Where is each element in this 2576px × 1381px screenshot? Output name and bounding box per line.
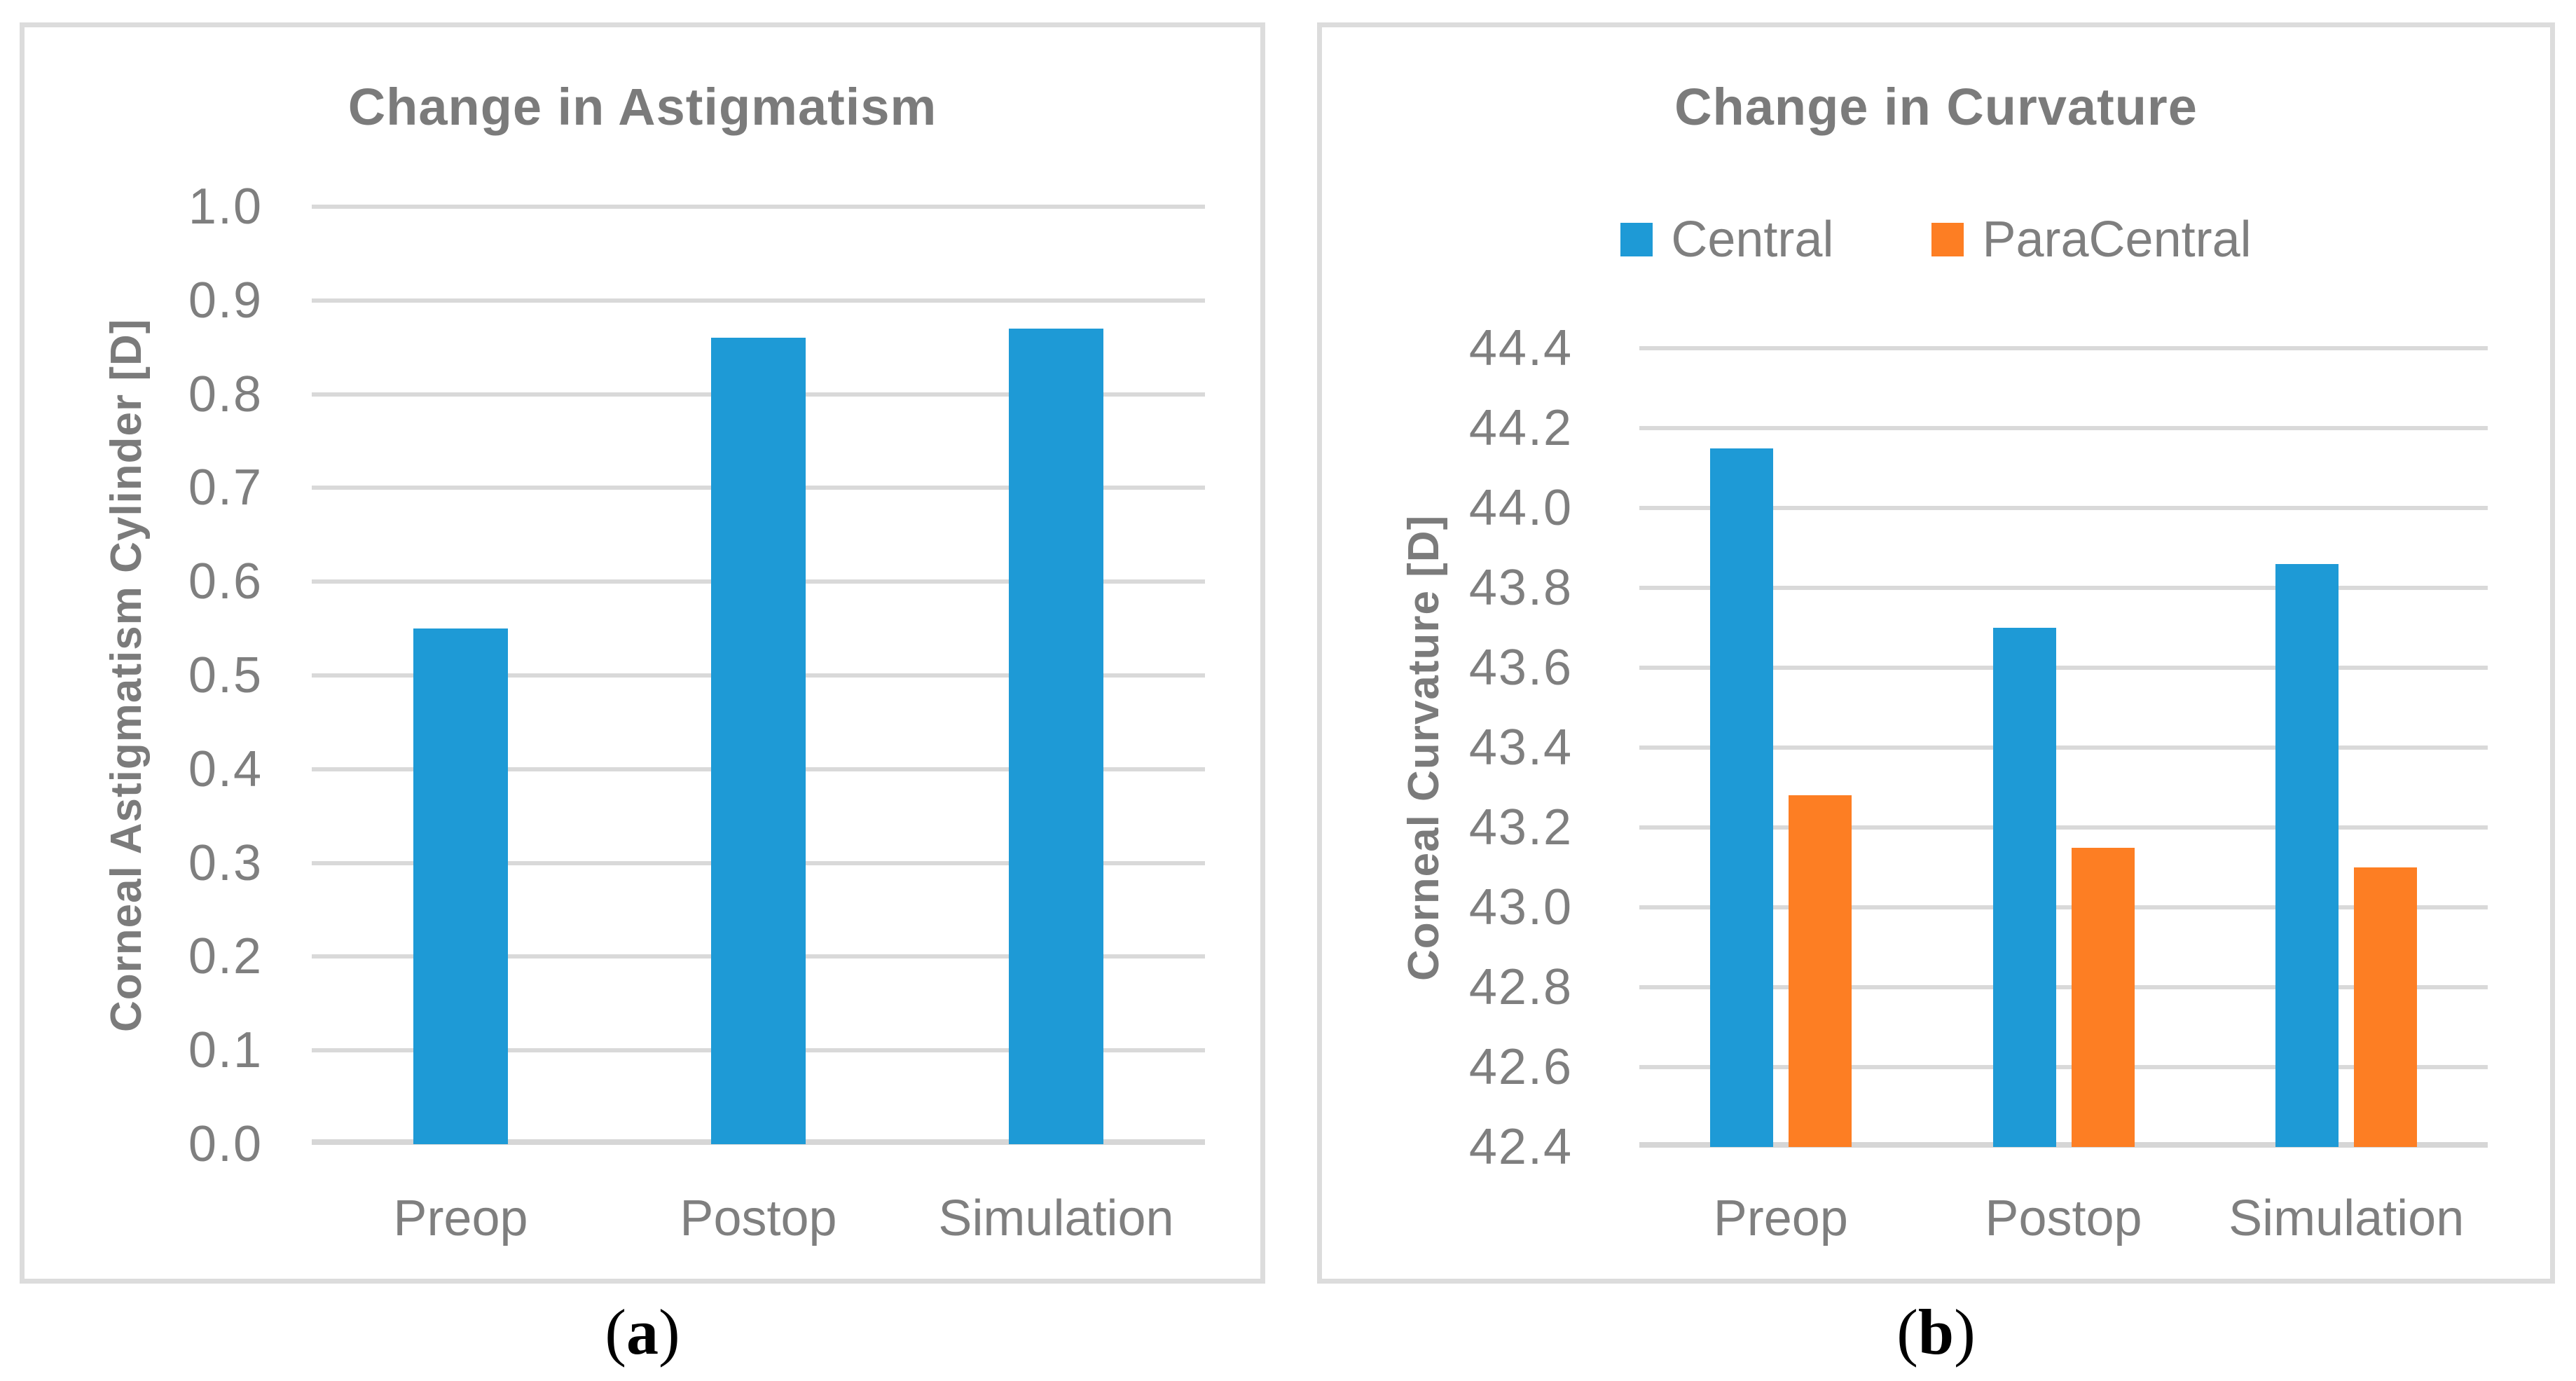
gridline	[1639, 825, 2488, 830]
x-tick-label-Preop: Preop	[1713, 1190, 1848, 1246]
caption-paren: )	[1954, 1296, 1976, 1368]
y-tick-label: 0.8	[188, 366, 263, 422]
gridline	[312, 298, 1205, 303]
y-tick-label: 0.9	[188, 272, 263, 329]
x-tick-label-Simulation: Simulation	[938, 1190, 1174, 1246]
legend-swatch-icon	[1931, 223, 1964, 256]
y-tick-label: 0.7	[188, 460, 263, 516]
y-tick-label: 0.1	[188, 1022, 263, 1079]
gridline	[1639, 426, 2488, 430]
caption-paren: (	[605, 1296, 626, 1368]
gridline	[1639, 1065, 2488, 1069]
y-tick-label: 44.2	[1468, 400, 1573, 456]
y-tick-label: 42.8	[1468, 959, 1573, 1015]
bar-series-Simulation	[1009, 328, 1103, 1144]
y-tick-label: 44.0	[1468, 480, 1573, 536]
gridline	[1639, 666, 2488, 670]
y-tick-label: 0.0	[188, 1116, 263, 1172]
x-tick-label-Postop: Postop	[1985, 1190, 2142, 1246]
y-tick-label: 44.4	[1468, 320, 1573, 376]
bar-Central-Postop	[1992, 628, 2056, 1147]
y-tick-label: 0.4	[188, 741, 263, 797]
x-axis-line	[1639, 1142, 2488, 1148]
gridline	[1639, 985, 2488, 989]
plot-area	[1639, 346, 2488, 1148]
y-tick-label: 43.2	[1468, 799, 1573, 856]
legend: Central ParaCentral	[1322, 211, 2550, 268]
chart-title: Change in Astigmatism	[347, 78, 937, 136]
gridline	[1639, 905, 2488, 909]
x-tick-label-Simulation: Simulation	[2229, 1190, 2465, 1246]
y-axis-ticks: 44.4 44.2 44.0 43.8 43.6 43.4 43.2 43.0 42.8 42.6…	[1322, 320, 1573, 1175]
chart-title: Change in Curvature	[1674, 78, 2198, 136]
legend-item-Central: Central	[1620, 211, 1833, 268]
chart-panel-astigmatism: Change in Astigmatism Corneal Astigmatis…	[20, 22, 1265, 1284]
caption-paren: )	[659, 1296, 680, 1368]
caption-letter: b	[1917, 1296, 1955, 1368]
y-tick-label: 0.5	[188, 647, 263, 703]
gridline	[1639, 506, 2488, 510]
bar-Central-Simulation	[2275, 563, 2339, 1147]
y-tick-label: 43.8	[1468, 560, 1573, 616]
legend-swatch-icon	[1620, 223, 1653, 256]
y-tick-label: 0.3	[188, 834, 263, 891]
bar-Central-Preop	[1709, 448, 1773, 1147]
caption-letter: a	[626, 1296, 659, 1368]
y-tick-label: 42.4	[1468, 1119, 1573, 1175]
y-axis-ticks: 1.0 0.9 0.8 0.7 0.6 0.5 0.4 0.3 0.2 0.1 0.0	[25, 179, 263, 1172]
y-tick-label: 43.4	[1468, 720, 1573, 776]
legend-label: ParaCentral	[1982, 212, 2252, 268]
bar-ParaCentral-Postop	[2071, 847, 2135, 1147]
caption-paren: (	[1896, 1296, 1918, 1368]
caption-b: (b)	[1317, 1295, 2555, 1372]
legend-item-ParaCentral: ParaCentral	[1931, 211, 2252, 268]
bar-ParaCentral-Preop	[1788, 795, 1852, 1147]
bar-ParaCentral-Simulation	[2354, 867, 2418, 1147]
x-axis-labels: Preop Postop Simulation	[1639, 1190, 2488, 1267]
x-tick-label-Preop: Preop	[393, 1190, 528, 1246]
y-tick-label: 0.6	[188, 554, 263, 610]
chart-panel-curvature: Change in Curvature Central ParaCentral C…	[1317, 22, 2555, 1284]
y-tick-label: 42.6	[1468, 1039, 1573, 1095]
gridline	[312, 205, 1205, 209]
legend-label: Central	[1671, 212, 1834, 268]
gridline	[1639, 746, 2488, 750]
y-tick-label: 0.2	[188, 928, 263, 985]
y-tick-label: 1.0	[188, 179, 263, 235]
gridline	[1639, 346, 2488, 350]
x-axis-labels: Preop Postop Simulation	[312, 1190, 1205, 1267]
gridline	[1639, 586, 2488, 590]
bar-series-Postop	[711, 338, 806, 1144]
bar-series-Preop	[413, 628, 508, 1144]
plot-area	[312, 205, 1205, 1145]
x-tick-label-Postop: Postop	[680, 1190, 837, 1246]
y-tick-label: 43.6	[1468, 640, 1573, 696]
caption-a: (a)	[20, 1295, 1265, 1372]
y-tick-label: 43.0	[1468, 879, 1573, 935]
